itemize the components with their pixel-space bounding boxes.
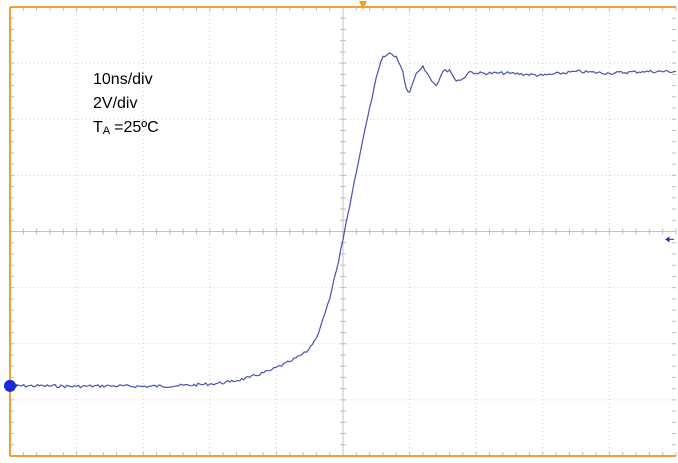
grid [9, 1, 677, 457]
time-scale-label: 10ns/div [93, 71, 153, 88]
volt-scale-label: 2V/div [93, 95, 138, 112]
channel-ground-arrow [13, 382, 18, 389]
temperature-label: TA =25ºC [93, 119, 159, 137]
marker-layer [4, 236, 674, 392]
trace-layer [10, 52, 677, 389]
trigger-level-marker [665, 236, 674, 243]
signal-trace [10, 52, 677, 389]
trigger-position-marker [359, 1, 367, 10]
